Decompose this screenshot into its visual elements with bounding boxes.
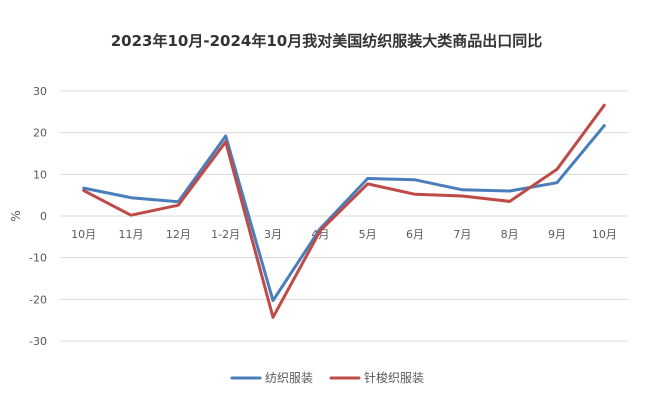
series-line-1 [82,103,606,319]
x-tick-label: 3月 [264,228,282,241]
x-tick-label: 7月 [453,228,471,241]
x-tick-label: 6月 [406,228,424,241]
series-line-0 [82,124,606,303]
x-tick-label: 9月 [548,228,566,241]
y-tick-label: -20 [29,293,47,306]
x-tick-label: 1-2月 [211,228,240,241]
y-tick-label: 20 [33,127,47,140]
x-tick-label: 10月 [592,228,617,241]
legend: 纺织服装 针梭织服装 [230,370,424,385]
x-tick-label: 12月 [166,228,191,241]
y-tick-label: 10 [33,168,47,181]
y-axis-title: % [9,210,23,221]
chart-title: 2023年10月-2024年10月我对美国纺织服装大类商品出口同比 [110,32,543,50]
legend-label: 纺织服装 [265,371,313,385]
legend-label: 针梭织服装 [364,370,424,385]
x-tick-label: 8月 [501,228,519,241]
y-axis-ticks: 30 20 10 0 -10 -20 -30% [9,85,47,348]
y-tick-label: -10 [29,252,47,265]
x-tick-label: 10月 [71,228,96,241]
y-tick-label: 30 [33,85,47,98]
gridlines [60,90,628,342]
y-tick-label: 0 [40,210,47,223]
x-tick-label: 11月 [119,228,144,241]
series-lines [82,103,606,319]
y-tick-label: -30 [29,335,47,348]
x-tick-label: 5月 [359,228,377,241]
x-axis-ticks: 10月 11月 12月 1-2月 3月 4月 5月 6月 7月 8月 9月 10月 [71,228,617,241]
